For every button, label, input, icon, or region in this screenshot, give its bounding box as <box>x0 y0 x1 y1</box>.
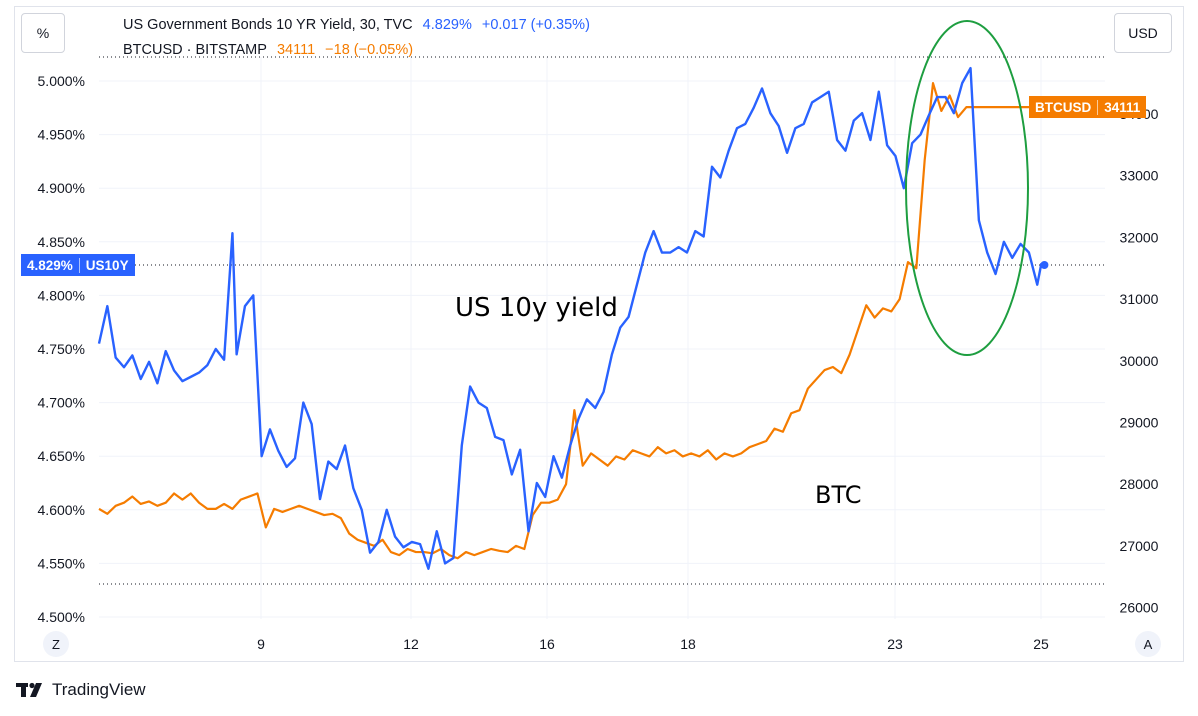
right-axis-tick-label: 30000 <box>1120 353 1159 369</box>
right-axis-tick-label: 33000 <box>1120 168 1159 184</box>
us10y-tag-value: 4.829% <box>27 257 73 273</box>
legend-btcusd[interactable]: BTCUSD · BITSTAMP 34111 −18 (−0.05%) <box>123 42 419 58</box>
us10y-price-tag: 4.829% US10Y <box>21 254 135 276</box>
left-axis-tick-label: 4.750% <box>38 341 85 357</box>
left-axis-tick-label: 4.800% <box>38 287 85 303</box>
left-axis-tick-label: 4.950% <box>38 127 85 143</box>
legend-us10y[interactable]: US Government Bonds 10 YR Yield, 30, TVC… <box>123 17 596 33</box>
left-axis-tick-label: 4.850% <box>38 234 85 250</box>
btcusd-tag-value: 34111 <box>1097 99 1146 115</box>
x-axis-tick-label: 18 <box>680 636 696 652</box>
legend-us10y-change: +0.017 (+0.35%) <box>481 17 590 33</box>
percent-scale-button[interactable]: % <box>21 13 65 53</box>
x-axis-tick-label: 9 <box>257 636 265 652</box>
zoom-button[interactable]: Z <box>43 631 69 657</box>
right-axis-tick-label: 29000 <box>1120 415 1159 431</box>
right-axis-tick-label: 27000 <box>1120 538 1159 554</box>
x-axis-tick-label: 12 <box>403 636 419 652</box>
legend-btcusd-value: 34111 <box>276 42 316 58</box>
left-axis-tick-label: 4.900% <box>38 180 85 196</box>
x-axis-tick-label: 16 <box>539 636 555 652</box>
annotation-us10y-yield: US 10y yield <box>455 293 618 323</box>
left-axis-tick-label: 4.700% <box>38 395 85 411</box>
chart-frame: 5.000% 4.950% 4.900% 4.850% 4.800% 4.750% 4.70… <box>14 6 1184 662</box>
tradingview-brand[interactable]: TradingView <box>16 680 146 700</box>
auto-scale-button[interactable]: A <box>1135 631 1161 657</box>
brand-name: TradingView <box>52 680 146 699</box>
legend-us10y-value: 4.829% <box>422 17 472 33</box>
chart-plot[interactable]: 5.000% 4.950% 4.900% 4.850% 4.800% 4.750% 4.70… <box>15 7 1185 663</box>
us10y-series-line[interactable] <box>97 66 1043 570</box>
right-axis-tick-label: 31000 <box>1120 291 1159 307</box>
left-axis-tick-label: 4.650% <box>38 448 85 464</box>
btcusd-tag-symbol: BTCUSD <box>1035 99 1092 115</box>
right-axis-tick-label: 32000 <box>1120 229 1159 245</box>
left-axis-tick-label: 4.500% <box>38 609 85 625</box>
us10y-tag-symbol: US10Y <box>78 257 135 273</box>
right-axis-tick-label: 28000 <box>1120 476 1159 492</box>
highlight-ellipse <box>905 20 1029 356</box>
annotation-btc: BTC <box>815 481 862 509</box>
right-axis-tick-label: 26000 <box>1120 600 1159 616</box>
tradingview-logo-icon <box>16 682 42 697</box>
left-axis-tick-label: 4.600% <box>38 502 85 518</box>
left-axis-tick-label: 5.000% <box>38 73 85 89</box>
legend-us10y-name: US Government Bonds 10 YR Yield, 30, TVC <box>123 17 413 33</box>
x-axis-tick-label: 23 <box>887 636 903 652</box>
legend-btcusd-change: −18 (−0.05%) <box>325 42 414 58</box>
legend-btcusd-name: BTCUSD · BITSTAMP <box>123 42 267 58</box>
us10y-last-point <box>1040 261 1049 269</box>
left-axis-tick-label: 4.550% <box>38 555 85 571</box>
btcusd-price-tag: BTCUSD 34111 <box>1029 96 1147 118</box>
x-axis-tick-label: 25 <box>1033 636 1049 652</box>
currency-button[interactable]: USD <box>1114 13 1172 53</box>
